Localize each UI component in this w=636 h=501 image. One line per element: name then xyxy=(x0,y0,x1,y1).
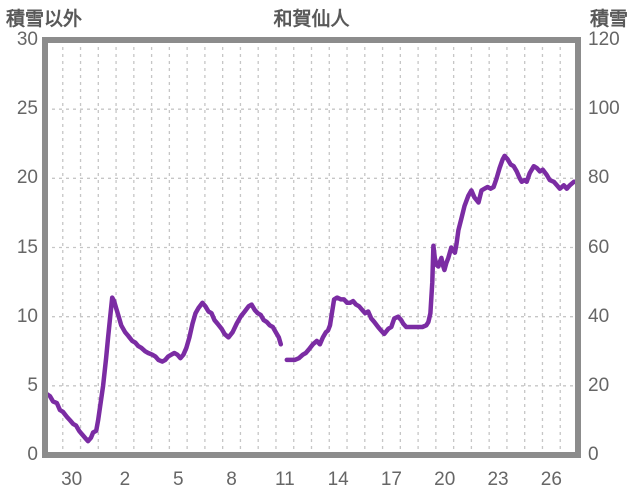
snow-depth-series xyxy=(284,153,580,363)
left-axis-tick-label: 25 xyxy=(16,98,38,120)
right-axis-tick-label: 120 xyxy=(588,29,620,50)
x-axis-tick-label: 30 xyxy=(61,469,83,490)
right-axis-tick-label: 80 xyxy=(588,167,610,189)
chart-title: 和賀仙人 xyxy=(273,9,350,30)
right-axis-tick-label: 40 xyxy=(588,305,610,327)
right-axis-tick-label: 20 xyxy=(588,374,610,396)
x-axis-tick-label: 5 xyxy=(172,469,184,490)
left-axis-tick-label: 0 xyxy=(27,444,38,465)
right-axis-tick-label: 100 xyxy=(588,98,620,120)
right-axis-tick-label: 0 xyxy=(588,444,599,465)
x-axis-tick-label: 2 xyxy=(119,469,131,490)
snow-depth-series xyxy=(42,295,284,444)
x-axis-tick-label: 8 xyxy=(226,469,237,490)
left-axis-title: 積雪以外 xyxy=(6,9,83,30)
right-axis-title: 積雪 xyxy=(589,9,628,30)
left-axis-tick-label: 30 xyxy=(16,29,38,50)
x-axis-tick-label: 26 xyxy=(540,469,562,490)
left-axis-tick-label: 10 xyxy=(16,305,38,327)
x-axis-tick-label: 23 xyxy=(487,469,509,490)
left-axis-tick-label: 15 xyxy=(16,236,38,258)
plot-frame xyxy=(42,37,581,458)
x-axis-tick-label: 17 xyxy=(380,469,403,490)
left-axis-tick-label: 5 xyxy=(27,374,38,396)
x-axis-tick-label: 11 xyxy=(274,469,295,490)
left-axis-tick-label: 20 xyxy=(16,167,38,189)
x-axis-tick-label: 20 xyxy=(434,469,456,490)
right-axis-tick-label: 60 xyxy=(588,236,610,258)
x-axis-tick-label: 14 xyxy=(327,469,349,490)
